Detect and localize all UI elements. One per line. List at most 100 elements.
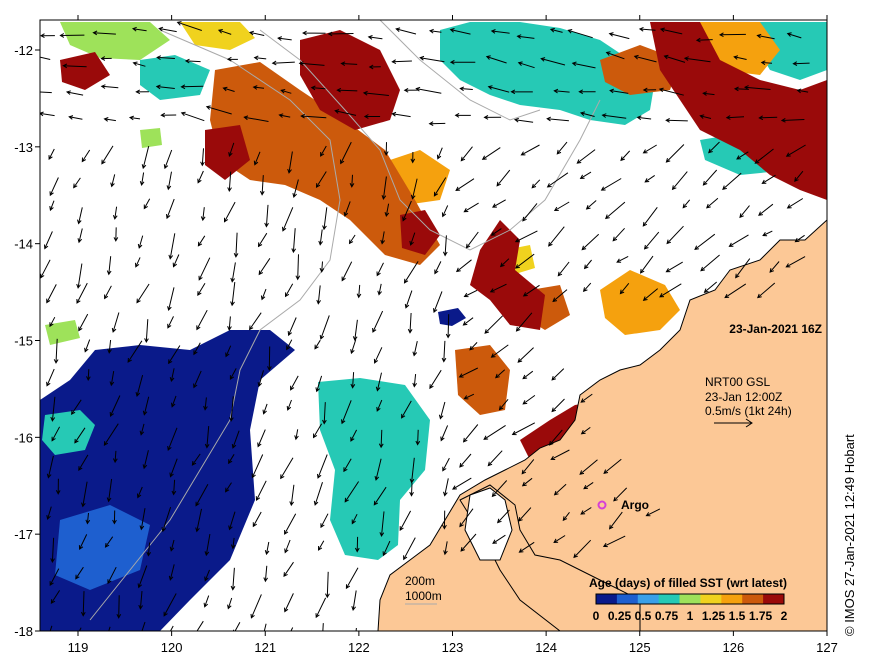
current-info-line1: NRT00 GSL — [705, 375, 770, 389]
current-arrow-icon — [739, 205, 750, 219]
map-frame — [39, 19, 828, 632]
current-arrow-icon — [200, 148, 205, 167]
current-arrow-icon — [659, 283, 682, 298]
current-arrow-icon — [146, 542, 152, 557]
current-arrow-icon — [169, 625, 174, 631]
current-arrow-icon — [334, 109, 357, 116]
x-tick-label: 120 — [161, 640, 183, 655]
current-arrow-icon — [373, 486, 387, 506]
current-arrow-icon — [573, 539, 592, 559]
current-arrow-icon — [760, 60, 773, 66]
y-tick-label: -14 — [14, 237, 33, 252]
current-arrow-icon — [484, 315, 503, 334]
current-arrow-icon — [310, 85, 326, 91]
current-arrow-icon — [796, 88, 809, 94]
current-arrow-icon — [258, 258, 271, 276]
current-arrow-icon — [463, 393, 475, 400]
current-arrow-icon — [116, 595, 122, 619]
sst-patch-lime-west — [45, 320, 80, 345]
current-arrow-icon — [40, 33, 55, 39]
current-arrow-icon — [204, 426, 210, 449]
current-arrow-icon — [158, 26, 177, 33]
current-arrow-icon — [436, 147, 443, 160]
current-arrow-icon — [553, 88, 570, 94]
current-arrow-icon — [48, 148, 55, 161]
current-arrow-icon — [107, 566, 117, 585]
current-arrow-icon — [481, 147, 501, 160]
current-arrow-icon — [345, 567, 359, 590]
current-arrow-icon — [403, 537, 416, 561]
colorbar-tick-label: 1.5 — [729, 609, 746, 623]
current-arrow-icon — [156, 55, 175, 61]
current-arrow-icon — [351, 513, 358, 525]
current-arrow-icon — [169, 368, 175, 383]
current-arrow-icon — [139, 423, 145, 436]
current-arrow-icon — [485, 55, 507, 64]
x-tick-label: 124 — [535, 640, 557, 655]
current-arrow-icon — [106, 478, 113, 503]
current-arrow-icon — [780, 117, 805, 123]
current-arrow-icon — [277, 36, 292, 41]
current-arrow-icon — [228, 454, 235, 465]
current-arrow-icon — [113, 227, 119, 242]
y-tick-label: -13 — [14, 140, 33, 155]
current-arrow-icon — [76, 282, 88, 304]
current-arrow-icon — [343, 458, 352, 473]
current-arrow-icon — [540, 57, 566, 66]
current-arrow-icon — [271, 60, 295, 66]
current-arrow-icon — [166, 171, 172, 191]
current-arrow-icon — [585, 200, 597, 210]
current-arrow-icon — [217, 29, 232, 35]
current-arrow-icon — [785, 256, 806, 268]
current-arrow-icon — [103, 117, 116, 122]
current-arrow-icon — [459, 508, 474, 528]
current-arrow-icon — [313, 482, 323, 506]
current-arrow-icon — [415, 429, 421, 446]
current-arrow-icon — [49, 568, 60, 587]
current-arrow-icon — [255, 480, 267, 502]
current-arrow-icon — [250, 594, 262, 619]
current-arrow-icon — [419, 55, 445, 63]
current-arrow-icon — [243, 115, 269, 122]
current-arrow-icon — [489, 283, 507, 293]
current-arrow-icon — [718, 32, 746, 38]
current-arrow-icon — [40, 56, 51, 60]
x-tick-label: 126 — [723, 640, 745, 655]
current-arrow-icon — [284, 513, 297, 535]
current-arrow-icon — [109, 371, 115, 387]
current-arrow-icon — [399, 510, 412, 532]
current-arrow-icon — [513, 117, 534, 123]
credit-label: © IMOS 27-Jan-2021 12:49 Hobart — [842, 434, 857, 636]
current-arrow-icon — [515, 253, 535, 269]
current-arrow-icon — [415, 86, 442, 94]
current-arrow-icon — [491, 480, 508, 498]
contour-1000m — [89, 29, 341, 621]
current-arrow-icon — [659, 27, 683, 35]
current-arrow-icon — [576, 149, 596, 164]
current-arrow-icon — [110, 174, 116, 188]
current-arrow-icon — [581, 233, 600, 251]
current-arrow-icon — [50, 590, 61, 604]
current-arrow-icon — [259, 175, 265, 196]
current-arrow-icon — [197, 170, 204, 184]
sst-patch-lime-small — [140, 128, 162, 148]
current-arrow-icon — [108, 626, 111, 631]
current-arrow-icon — [380, 231, 385, 245]
current-arrow-icon — [391, 111, 411, 118]
current-arrow-icon — [257, 429, 266, 448]
current-arrow-icon — [50, 396, 56, 422]
current-arrow-icon — [315, 597, 327, 619]
current-arrow-icon — [50, 537, 55, 564]
current-arrow-icon — [344, 481, 360, 503]
current-arrow-icon — [786, 32, 802, 39]
current-info-line2: 23-Jan 12:00Z — [705, 390, 782, 404]
current-arrow-icon — [49, 200, 55, 212]
current-arrow-icon — [142, 396, 150, 416]
colorbar-segment — [721, 594, 743, 604]
current-arrow-icon — [141, 621, 146, 631]
current-arrow-icon — [671, 171, 688, 191]
current-arrow-icon — [496, 509, 510, 524]
current-arrow-icon — [340, 61, 358, 67]
current-arrow-icon — [352, 319, 358, 342]
current-arrow-icon — [267, 346, 272, 371]
